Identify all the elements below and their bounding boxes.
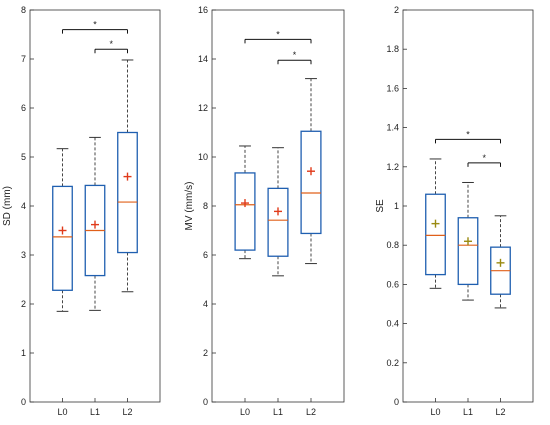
y-tick-label: 1 — [21, 348, 26, 358]
plot-frame — [211, 9, 345, 403]
plot-frame — [29, 9, 161, 403]
y-tick-label: 0.2 — [386, 358, 399, 368]
mean-marker — [58, 226, 67, 235]
y-tick-label: 7 — [21, 54, 26, 64]
x-tick-label: L0 — [57, 407, 67, 417]
box-L2 — [117, 59, 138, 293]
y-tick-label: 10 — [198, 152, 208, 162]
y-tick-label: 1.4 — [386, 123, 399, 133]
y-tick-label: 1.6 — [386, 83, 399, 93]
mean-marker — [464, 237, 472, 246]
y-axis-label: SE — [375, 199, 386, 213]
significance-bracket: * — [62, 20, 128, 34]
y-tick-label: 0 — [21, 397, 26, 407]
y-tick-label: 1.8 — [386, 44, 399, 54]
box-L2 — [490, 215, 511, 309]
y-tick-label: 8 — [203, 201, 208, 211]
y-tick-label: 1.2 — [386, 162, 399, 172]
y-tick-label: 16 — [198, 5, 208, 15]
mean-marker — [274, 207, 282, 216]
significance-bracket: * — [94, 39, 128, 54]
y-tick-label: 6 — [21, 103, 26, 113]
x-tick-label: L2 — [495, 407, 505, 417]
significance-bracket: * — [244, 29, 312, 44]
y-tick-label: 4 — [21, 201, 26, 211]
x-tick-label: L1 — [463, 407, 473, 417]
panel-2: 0 2 4 6 8 10 12 14 16 MV (mm/s) L0 L1 L2 * * — [184, 5, 345, 417]
y-tick-label: 3 — [21, 250, 26, 260]
y-tick-label: 0 — [394, 397, 399, 407]
box-body — [234, 172, 256, 251]
box-body — [267, 187, 289, 257]
box-L1 — [267, 147, 289, 277]
box-L0 — [52, 148, 73, 312]
box-L0 — [425, 158, 446, 289]
mean-marker — [91, 220, 99, 229]
significance-label: * — [482, 153, 486, 163]
x-tick-label: L1 — [90, 407, 100, 417]
x-tick-label: L0 — [430, 407, 440, 417]
box-L1 — [84, 136, 106, 311]
mean-marker — [496, 258, 505, 267]
x-tick-label: L0 — [240, 407, 250, 417]
significance-label: * — [466, 129, 470, 139]
panel-3: 0 0.2 0.4 0.6 0.8 1 1.2 1.4 1.6 1.8 2 SE L0 L1 L2 * * — [375, 5, 534, 417]
significance-bracket: * — [435, 129, 501, 144]
significance-label: * — [276, 29, 280, 39]
significance-label: * — [293, 50, 297, 60]
y-tick-label: 2 — [203, 348, 208, 358]
significance-label: * — [109, 39, 113, 49]
box-body — [425, 193, 446, 276]
mean-marker — [123, 172, 132, 181]
y-tick-label: 0.4 — [386, 319, 399, 329]
box-L1 — [457, 181, 479, 301]
y-tick-label: 14 — [198, 54, 208, 64]
significance-label: * — [93, 20, 97, 30]
significance-bracket: * — [467, 153, 501, 167]
x-tick-label: L2 — [122, 407, 132, 417]
significance-bracket: * — [277, 50, 312, 65]
y-tick-label: 2 — [21, 299, 26, 309]
y-tick-label: 0.8 — [386, 240, 399, 250]
y-tick-label: 0.6 — [386, 279, 399, 289]
y-tick-label: 0 — [203, 397, 208, 407]
y-tick-label: 8 — [21, 5, 26, 15]
y-axis-label: SD (mm) — [2, 186, 13, 226]
box-L2 — [300, 78, 322, 265]
y-tick-label: 5 — [21, 152, 26, 162]
x-tick-label: L2 — [306, 407, 316, 417]
x-tick-label: L1 — [273, 407, 283, 417]
panel-1: 0 1 2 3 4 5 6 7 8 SD (mm) L0 L1 L2 * * — [2, 5, 161, 417]
mean-marker — [241, 199, 249, 208]
box-L0 — [234, 145, 256, 260]
y-tick-label: 4 — [203, 299, 208, 309]
box-body — [300, 130, 322, 235]
y-tick-label: 6 — [203, 250, 208, 260]
box-body — [117, 131, 138, 254]
y-axis-label: MV (mm/s) — [184, 182, 195, 231]
box-body — [457, 217, 479, 286]
box-body — [52, 185, 73, 291]
y-tick-label: 12 — [198, 103, 208, 113]
y-tick-label: 1 — [394, 201, 399, 211]
y-tick-label: 2 — [394, 5, 399, 15]
mean-marker — [307, 167, 315, 176]
mean-marker — [431, 219, 440, 228]
